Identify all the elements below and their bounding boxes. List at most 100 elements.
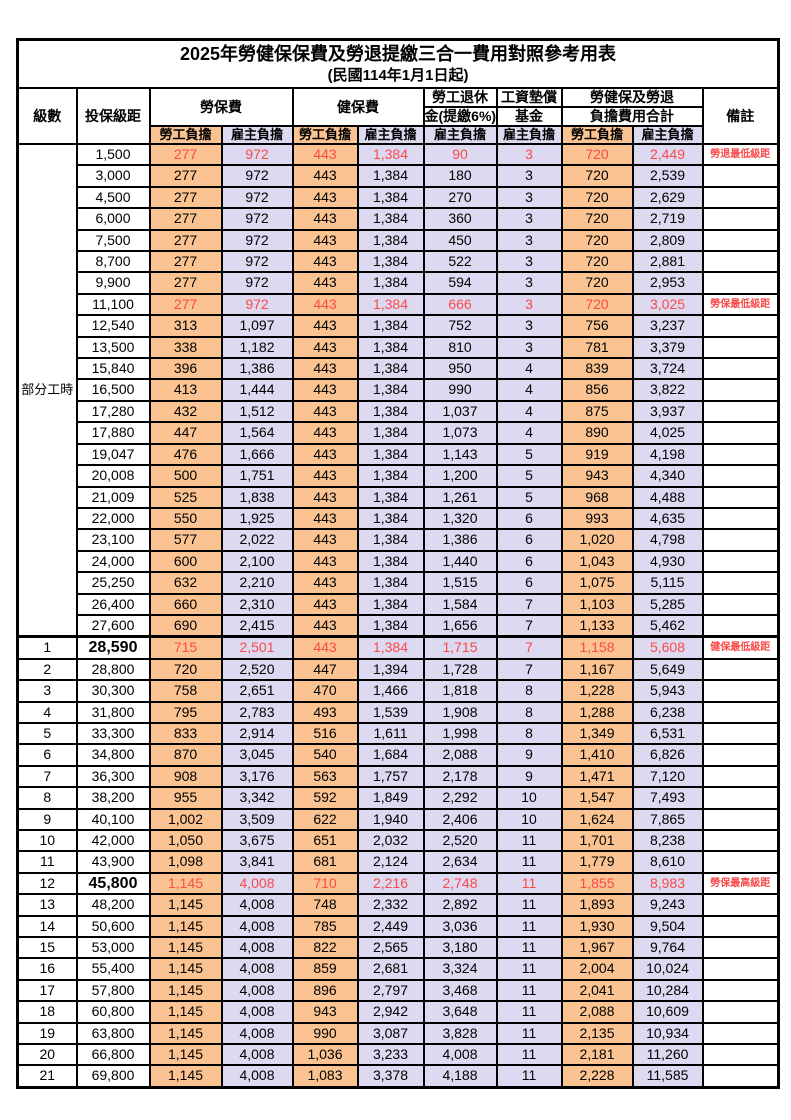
cell-bracket: 8,700 xyxy=(75,250,151,274)
table-row: 3 30,300 758 2,651 470 1,466 1,818 8 1,228 5,943 xyxy=(16,679,780,703)
cell-wage: 11 xyxy=(495,850,563,874)
cell-hi_er: 1,384 xyxy=(356,485,425,509)
cell-li_emp: 1,145 xyxy=(148,978,223,1003)
cell-hi_er: 1,849 xyxy=(356,786,425,810)
cell-hi_er: 1,384 xyxy=(356,335,425,360)
cell-tot_emp: 756 xyxy=(560,314,634,338)
cell-note xyxy=(701,850,780,874)
cell-tot_er: 9,764 xyxy=(631,936,704,960)
cell-pension: 1,261 xyxy=(422,485,498,509)
cell-hi_er: 2,797 xyxy=(356,978,425,1003)
cell-note xyxy=(701,442,780,467)
table-row: 4 31,800 795 2,783 493 1,539 1,908 8 1,288 6,238 xyxy=(16,700,780,724)
cell-level: 12 xyxy=(16,871,78,896)
table-row: 9 40,100 1,002 3,509 622 1,940 2,406 10 1,624 7,8… xyxy=(16,807,780,832)
cell-hi_emp: 443 xyxy=(291,528,359,552)
cell-hi_er: 2,565 xyxy=(356,936,425,960)
cell-bracket: 25,250 xyxy=(75,571,151,595)
cell-hi_er: 1,384 xyxy=(356,378,425,402)
cell-bracket: 11,100 xyxy=(75,292,151,317)
cell-pension: 1,143 xyxy=(422,442,498,467)
cell-hi_er: 1,384 xyxy=(356,399,425,424)
cell-li_emp: 1,098 xyxy=(148,850,223,874)
cell-tot_er: 10,024 xyxy=(631,957,704,981)
cell-hi_er: 1,384 xyxy=(356,357,425,381)
cell-li_emp: 632 xyxy=(148,571,223,595)
cell-hi_emp: 447 xyxy=(291,657,359,682)
table-body: 部分工時 1,500 277 972 443 1,384 90 3 720 2,449 勞退最低級距… xyxy=(16,142,780,1089)
cell-wage: 4 xyxy=(495,378,563,402)
cell-level: 9 xyxy=(16,807,78,832)
cell-pension: 666 xyxy=(422,292,498,317)
cell-li_er: 2,100 xyxy=(220,549,294,574)
cell-hi_emp: 651 xyxy=(291,828,359,853)
cell-wage: 3 xyxy=(495,207,563,231)
cell-pension: 90 xyxy=(422,142,498,167)
cell-hi_er: 1,384 xyxy=(356,421,425,445)
cell-li_er: 3,509 xyxy=(220,807,294,832)
cell-pension: 180 xyxy=(422,164,498,188)
cell-hi_emp: 443 xyxy=(291,207,359,231)
cell-li_er: 4,008 xyxy=(220,1064,294,1089)
cell-hi_emp: 443 xyxy=(291,314,359,338)
cell-tot_emp: 1,471 xyxy=(560,764,634,789)
cell-tot_emp: 1,855 xyxy=(560,871,634,896)
cell-li_er: 1,751 xyxy=(220,464,294,488)
cell-tot_emp: 2,228 xyxy=(560,1064,634,1089)
cell-hi_er: 2,216 xyxy=(356,871,425,896)
cell-li_er: 4,008 xyxy=(220,1021,294,1046)
cell-tot_er: 10,609 xyxy=(631,1000,704,1024)
cell-note xyxy=(701,228,780,253)
page-subtitle: (民國114年1月1日起) xyxy=(327,67,469,84)
cell-li_emp: 525 xyxy=(148,485,223,509)
cell-wage: 11 xyxy=(495,1021,563,1046)
cell-hi_er: 1,384 xyxy=(356,592,425,616)
cell-li_er: 3,675 xyxy=(220,828,294,853)
cell-pension: 450 xyxy=(422,228,498,253)
cell-hi_emp: 443 xyxy=(291,592,359,616)
cell-wage: 3 xyxy=(495,142,563,167)
cell-wage: 7 xyxy=(495,657,563,682)
header-pension-line1: 勞工退休 xyxy=(422,87,498,108)
cell-hi_emp: 443 xyxy=(291,421,359,445)
cell-note xyxy=(701,528,780,552)
cell-li_emp: 1,145 xyxy=(148,1064,223,1089)
table-row: 17,880 447 1,564 443 1,384 1,073 4 890 4,025 xyxy=(18,421,780,445)
cell-bracket: 9,900 xyxy=(75,271,151,295)
table-row: 6 34,800 870 3,045 540 1,684 2,088 9 1,410 6,826 xyxy=(16,743,780,767)
cell-bracket: 36,300 xyxy=(75,764,151,789)
cell-hi_er: 3,233 xyxy=(356,1043,425,1067)
cell-pension: 3,828 xyxy=(422,1021,498,1046)
cell-tot_er: 5,649 xyxy=(631,657,704,682)
cell-pension: 950 xyxy=(422,357,498,381)
cell-tot_er: 10,284 xyxy=(631,978,704,1003)
cell-li_er: 1,666 xyxy=(220,442,294,467)
cell-li_emp: 908 xyxy=(148,764,223,789)
cell-tot_er: 9,504 xyxy=(631,914,704,939)
cell-hi_er: 2,032 xyxy=(356,828,425,853)
cell-pension: 2,292 xyxy=(422,786,498,810)
cell-hi_er: 1,384 xyxy=(356,250,425,274)
cell-hi_er: 1,384 xyxy=(356,528,425,552)
subheader-total-employer: 雇主負擔 xyxy=(631,125,704,145)
cell-bracket: 60,800 xyxy=(75,1000,151,1024)
cell-level: 17 xyxy=(16,978,78,1003)
cell-tot_emp: 720 xyxy=(560,164,634,188)
cell-wage: 11 xyxy=(495,893,563,917)
cell-hi_er: 3,378 xyxy=(356,1064,425,1089)
table-row: 25,250 632 2,210 443 1,384 1,515 6 1,075 5,115 xyxy=(18,571,780,595)
cell-hi_emp: 443 xyxy=(291,442,359,467)
cell-li_er: 972 xyxy=(220,250,294,274)
cell-li_emp: 277 xyxy=(148,142,223,167)
cell-tot_er: 4,798 xyxy=(631,528,704,552)
cell-li_er: 4,008 xyxy=(220,936,294,960)
cell-li_emp: 690 xyxy=(148,613,223,638)
subheader-wage-fund-employer: 雇主負擔 xyxy=(495,125,563,145)
cell-li_emp: 1,145 xyxy=(148,914,223,939)
cell-li_er: 972 xyxy=(220,228,294,253)
cell-li_emp: 660 xyxy=(148,592,223,616)
cell-tot_er: 3,822 xyxy=(631,378,704,402)
cell-tot_emp: 1,893 xyxy=(560,893,634,917)
cell-wage: 5 xyxy=(495,485,563,509)
cell-note: 健保最低級距 xyxy=(701,635,780,660)
